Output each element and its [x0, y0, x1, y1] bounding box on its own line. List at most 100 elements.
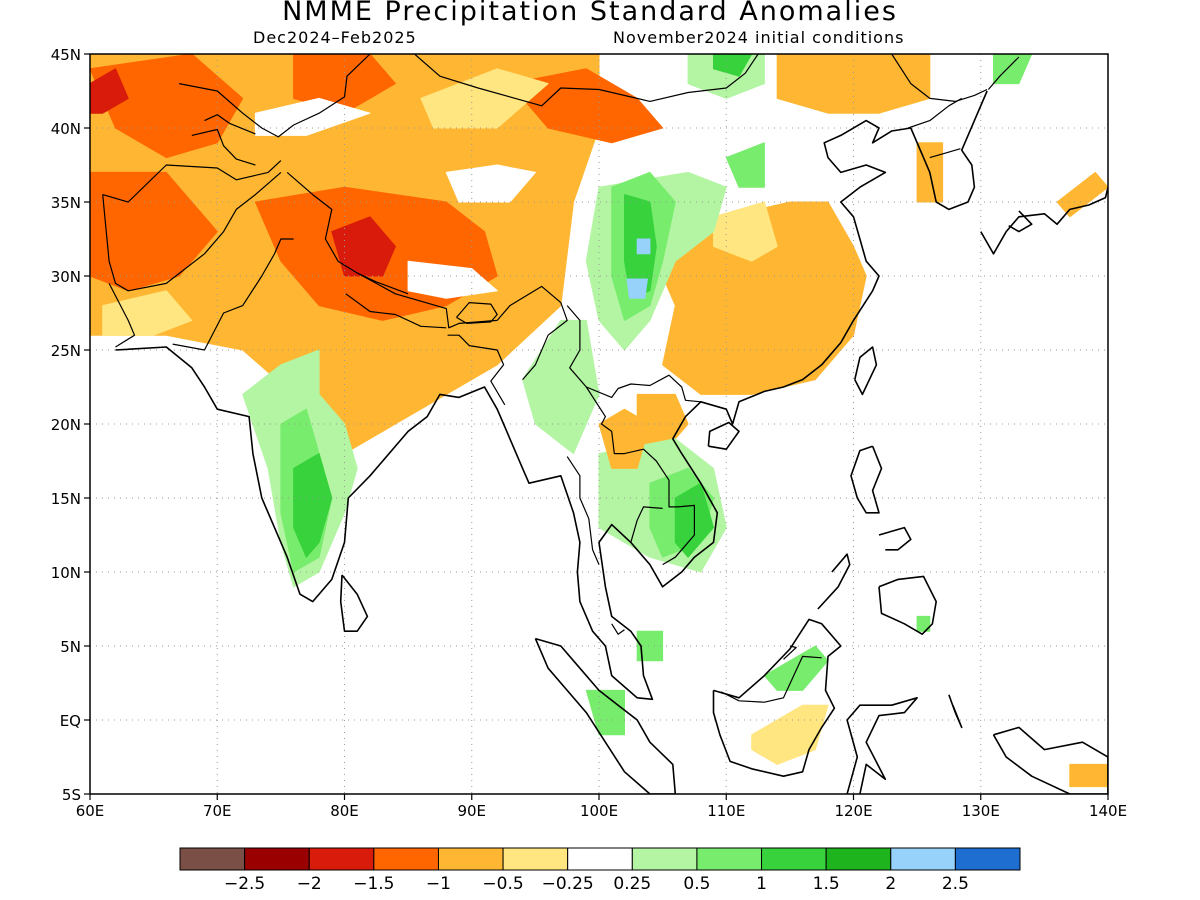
colorbar-swatch: [179, 847, 246, 871]
country-border: [566, 305, 701, 403]
country-border: [720, 655, 822, 703]
lat-tick-label: 10N: [51, 564, 81, 582]
country-border: [108, 283, 136, 348]
colorbar-label: −0.5: [482, 874, 523, 894]
anomaly-region: [331, 216, 396, 277]
lat-tick-label: 20N: [51, 416, 81, 434]
lat-tick-label: 35N: [51, 194, 81, 212]
anomaly-region: [1069, 763, 1108, 788]
colorbar-swatch: [244, 847, 310, 871]
country-border: [102, 160, 282, 203]
map-title: NMME Precipitation Standard Anomalies: [282, 0, 898, 27]
country-border: [172, 238, 294, 351]
anomaly-region: [90, 68, 129, 114]
anomaly-region: [254, 97, 371, 136]
lat-tick-label: 40N: [51, 120, 81, 138]
anomaly-region: [636, 630, 664, 662]
colorbar-swatch: [696, 847, 763, 871]
lat-tick-label: 25N: [51, 342, 81, 360]
coastline: [712, 618, 842, 778]
coastline: [817, 553, 851, 610]
country-border: [356, 272, 409, 295]
colorbar-label: −1: [426, 874, 451, 894]
colorbar-label: −2.5: [224, 874, 265, 894]
colorbar-label: 0.5: [683, 874, 710, 894]
lat-tick-label: 30N: [51, 268, 81, 286]
colorbar-label: −2: [297, 874, 322, 894]
lat-tick-label: 45N: [51, 46, 81, 64]
colorbar-label: 1.5: [813, 874, 840, 894]
country-border: [414, 54, 759, 107]
coastline: [854, 346, 878, 396]
country-border: [630, 506, 663, 543]
coastline: [910, 90, 988, 211]
anomaly-region: [649, 201, 867, 395]
anomaly-region: [598, 408, 651, 469]
anomaly-region: [90, 54, 244, 159]
colorbar-swatch: [825, 847, 892, 871]
colorbar-swatch: [373, 847, 439, 871]
country-border: [611, 623, 625, 635]
anomaly-region: [713, 54, 753, 77]
colorbar-swatch: [631, 847, 698, 871]
anomaly-region: [776, 54, 931, 114]
anomaly-region: [713, 201, 778, 262]
anomaly-region: [626, 278, 648, 299]
coastline: [850, 445, 883, 514]
coastline: [339, 574, 369, 633]
map-plot-area: [90, 54, 1108, 794]
lon-tick-label: 70E: [203, 802, 232, 820]
coastline: [534, 637, 677, 794]
colorbar-swatch: [308, 847, 375, 871]
anomaly-region: [916, 615, 931, 632]
country-border: [908, 97, 963, 129]
lon-tick-label: 90E: [457, 802, 486, 820]
coastline: [980, 187, 1108, 255]
country-border: [987, 56, 1020, 90]
colorbar-label: 0.25: [613, 874, 651, 894]
country-border: [191, 128, 256, 166]
lon-tick-label: 140E: [1089, 802, 1127, 820]
colorbar-swatch: [954, 847, 1021, 871]
colorbar-swatch: [437, 847, 504, 871]
anomaly-region: [293, 453, 333, 558]
lat-tick-label: 5S: [62, 786, 81, 804]
map-axes: 60E 70E 80E 90E 100E 110E 120E 130E 140E 45N 40N 35…: [51, 46, 1127, 820]
lon-tick-label: 80E: [330, 802, 359, 820]
colorbar-swatch: [502, 847, 569, 871]
colorbar-label: 2.5: [942, 874, 969, 894]
country-border: [345, 293, 447, 329]
lat-tick-label: EQ: [60, 712, 81, 730]
anomaly-region: [1056, 171, 1108, 218]
country-border: [102, 171, 282, 292]
season-label: Dec2024–Feb2025: [253, 28, 417, 47]
coastline: [707, 421, 740, 451]
country-border: [566, 456, 600, 565]
lon-tick-label: 110E: [707, 802, 745, 820]
colorbar-swatch: [567, 847, 633, 871]
anomaly-region: [420, 68, 549, 129]
colorbar: −2.5 −2 −1.5 −1 −0.5 −0.25 0.25 0.5 1 1.5 2 2.5: [179, 847, 1021, 894]
colorbar-swatch: [890, 847, 956, 871]
coastline: [1008, 210, 1033, 233]
lon-tick-label: 130E: [962, 802, 1000, 820]
colorbar-label: −1.5: [353, 874, 394, 894]
country-border: [178, 54, 371, 138]
colorbar-label: 2: [885, 874, 896, 894]
anomaly-region: [90, 171, 218, 292]
country-border: [447, 334, 506, 406]
anomaly-region: [993, 54, 1033, 85]
lon-tick-label: 100E: [580, 802, 618, 820]
anomaly-region: [636, 238, 651, 255]
lat-tick-label: 5N: [60, 638, 81, 656]
lat-tick-label: 15N: [51, 490, 81, 508]
colorbar-swatch: [761, 847, 827, 871]
coastline: [992, 726, 1108, 794]
colorbar-label: 1: [756, 874, 767, 894]
country-border: [891, 54, 988, 103]
anomaly-region: [445, 164, 536, 203]
coastline: [948, 694, 963, 729]
country-border: [585, 386, 696, 566]
anomaly-region: [725, 142, 765, 188]
